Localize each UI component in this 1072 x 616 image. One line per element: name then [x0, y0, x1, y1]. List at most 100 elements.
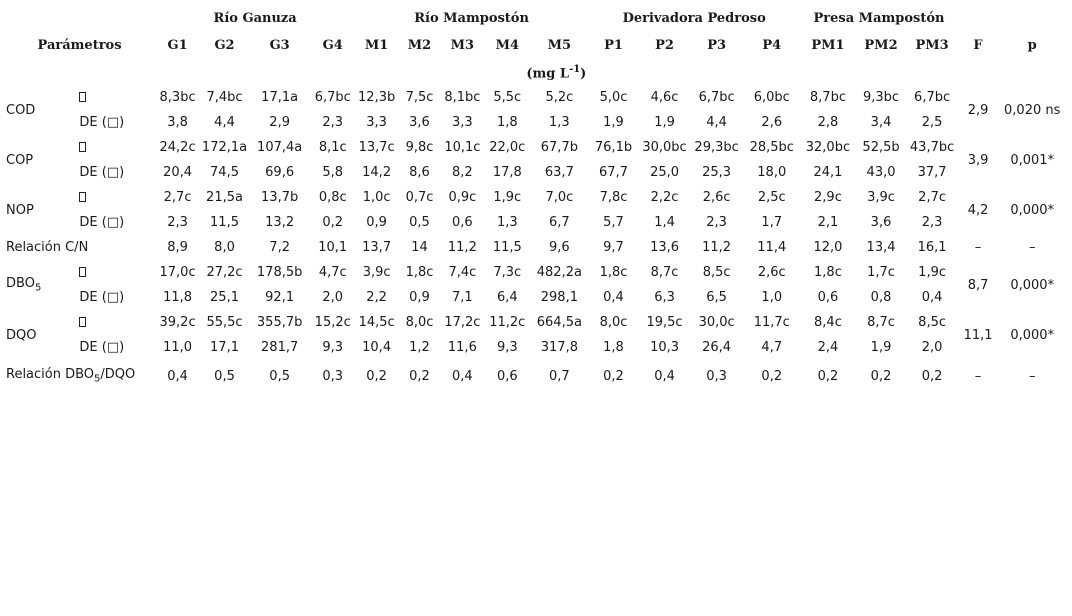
column-header: G3 — [269, 38, 290, 53]
value-cell: 10,4 — [362, 340, 392, 355]
value-cell: 0,6 — [817, 290, 839, 305]
value-cell: 12,3b — [358, 90, 396, 105]
value-cell: 55,5c — [206, 315, 243, 330]
value-cell: 17,8 — [492, 165, 522, 180]
value-cell: 7,0c — [545, 190, 574, 205]
value-cell: 43,7bc — [909, 140, 955, 155]
value-cell: 2,1 — [817, 215, 839, 230]
value-cell: 317,8 — [540, 340, 578, 355]
value-cell: 26,4 — [702, 340, 732, 355]
value-cell: 0,2 — [409, 368, 430, 384]
cod-mean-row: COD 8,3bc 7,4bc 17,1a 6,7bc 12,3b 7,5c 8,1bc 5,… — [4, 85, 1066, 118]
value-cell: 0,5 — [409, 215, 430, 230]
value-cell: 13,2 — [265, 215, 295, 230]
value-cell: 13,6 — [650, 240, 680, 255]
value-cell: 1,9 — [603, 115, 624, 130]
value-cell: 0,8c — [318, 190, 347, 205]
value-cell: 0,8 — [870, 290, 892, 305]
value-cell: 8,0 — [214, 240, 235, 255]
value-cell: 0,2 — [761, 368, 783, 384]
value-cell: 0,7c — [405, 190, 434, 205]
value-cell: 4,7c — [318, 265, 347, 280]
value-cell: 1,8c — [814, 265, 842, 280]
mean-symbol — [73, 85, 155, 110]
column-header: G2 — [214, 38, 235, 53]
value-cell: 0,2 — [870, 368, 892, 384]
column-header: G1 — [167, 38, 188, 53]
value-cell: 5,7 — [603, 215, 624, 230]
value-cell: 13,7 — [362, 240, 392, 255]
value-cell: 24,1 — [813, 165, 843, 180]
value-cell: 1,8c — [599, 265, 628, 280]
row-label-cn: Relación C/N — [6, 240, 89, 255]
value-cell: 0,2 — [322, 215, 344, 230]
column-header: G4 — [322, 38, 343, 53]
p-value: – — [1028, 368, 1036, 384]
f-value: 2,9 — [967, 102, 989, 118]
value-cell: 8,2 — [452, 165, 473, 180]
value-cell: 11,2 — [702, 240, 732, 255]
value-cell: 8,5c — [918, 315, 946, 330]
value-cell: 8,5c — [702, 265, 731, 280]
value-cell: 482,2a — [536, 265, 582, 280]
mean-glyph — [79, 142, 87, 152]
value-cell: 8,4c — [814, 315, 842, 330]
column-header: M4 — [495, 38, 519, 53]
value-cell: 22,0c — [489, 140, 526, 155]
value-cell: 9,3 — [322, 340, 344, 355]
value-cell: 11,6 — [447, 340, 477, 355]
value-cell: 0,2 — [603, 368, 624, 384]
group-header-pedroso: Derivadora Pedroso — [622, 10, 766, 26]
value-cell: 0,4 — [654, 368, 675, 384]
value-cell: 2,2 — [366, 290, 387, 305]
value-cell: 7,4c — [448, 265, 477, 280]
value-cell: 16,1 — [917, 240, 947, 255]
value-cell: 25,0 — [650, 165, 680, 180]
value-cell: 1,9c — [493, 190, 522, 205]
value-cell: 0,4 — [921, 290, 943, 305]
row-label-cop: COP — [6, 152, 34, 168]
value-cell: 1,7 — [761, 215, 783, 230]
value-cell: 0,5 — [269, 368, 290, 384]
row-label-dbo5-dqo: Relación DBO5/DQO — [6, 367, 136, 385]
mean-glyph — [79, 267, 87, 277]
value-cell: 14,2 — [362, 165, 392, 180]
value-cell: 9,3 — [496, 340, 518, 355]
value-cell: 0,9c — [448, 190, 477, 205]
column-header: P2 — [655, 38, 674, 53]
p-value: – — [1028, 240, 1036, 255]
column-header: M3 — [450, 38, 475, 53]
dqo-mean-row: DQO 39,2c 55,5c 355,7b 15,2c 14,5c 8,0c 17,2c 1… — [4, 310, 1066, 343]
p-value: 0,000* — [1010, 327, 1055, 343]
mean-symbol — [73, 185, 155, 210]
value-cell: 0,6 — [496, 368, 518, 384]
f-value: 11,1 — [963, 327, 993, 343]
value-cell: 11,2c — [489, 315, 526, 330]
value-cell: 1,8c — [405, 265, 434, 280]
value-cell: 355,7b — [256, 315, 303, 330]
value-cell: 1,9 — [654, 115, 675, 130]
value-cell: 298,1 — [540, 290, 578, 305]
value-cell: 11,2 — [447, 240, 477, 255]
value-cell: 8,7c — [867, 315, 895, 330]
value-cell: 9,6 — [549, 240, 570, 255]
dbo-sd-row: DE (□) 11,8 25,1 92,1 2,0 2,2 0,9 7,1 6,4 298,1 0… — [4, 285, 1066, 310]
row-label-nop: NOP — [6, 202, 34, 218]
unit-row: (mg L-1) — [4, 61, 1066, 85]
value-cell: 27,2c — [206, 265, 243, 280]
value-cell: 9,7 — [603, 240, 624, 255]
value-cell: 17,1 — [210, 340, 239, 355]
value-cell: 11,5 — [492, 240, 522, 255]
value-cell: 69,6 — [265, 165, 295, 180]
value-cell: 2,8 — [817, 115, 839, 130]
row-label-dqo: DQO — [6, 327, 37, 343]
value-cell: 0,4 — [452, 368, 473, 384]
value-cell: 6,3 — [654, 290, 675, 305]
column-header: PM1 — [811, 38, 845, 53]
value-cell: 2,2c — [650, 190, 679, 205]
value-cell: 3,6 — [409, 115, 430, 130]
value-cell: 5,2c — [545, 90, 574, 105]
value-cell: 1,0 — [761, 290, 783, 305]
value-cell: 0,3 — [706, 368, 727, 384]
f-value: – — [974, 240, 982, 255]
